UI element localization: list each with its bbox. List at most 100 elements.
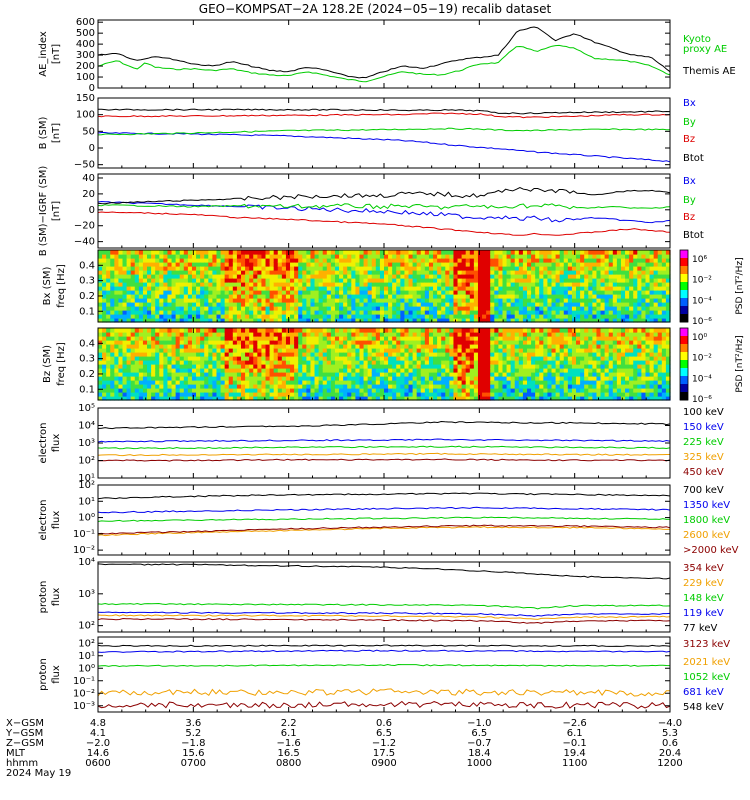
spectrogram-cell <box>253 298 258 303</box>
spectrogram-cell <box>130 336 136 341</box>
spectrogram-cell <box>355 348 361 353</box>
spectrogram-cell <box>641 270 647 275</box>
spectrogram-cell <box>535 318 540 323</box>
spectrogram-cell <box>641 278 647 283</box>
spectrogram-cell <box>314 278 320 283</box>
spectrogram-cell <box>187 396 193 401</box>
spectrogram-cell <box>576 376 581 381</box>
spectrogram-cell <box>363 332 369 337</box>
spectrogram-cell <box>535 266 540 271</box>
spectrogram-cell <box>555 266 561 271</box>
spectrogram-cell <box>588 332 593 337</box>
spectrogram-cell <box>294 344 299 349</box>
spectrogram-cell <box>580 328 585 333</box>
spectrogram-cell <box>253 266 258 271</box>
spectrogram-cell <box>580 360 585 365</box>
spectrogram-cell <box>408 302 414 307</box>
spectrogram-cell <box>531 396 536 401</box>
spectrogram-cell <box>163 250 169 255</box>
spectrogram-cell <box>649 314 655 319</box>
spectrogram-cell <box>343 328 348 333</box>
spectrogram-cell <box>253 328 258 333</box>
spectrogram-cell <box>600 250 606 255</box>
spectrogram-cell <box>514 250 520 255</box>
spectrogram-cell <box>514 262 520 267</box>
spectrogram-cell <box>106 376 111 381</box>
spectrogram-cell <box>596 364 602 369</box>
spectrogram-cell <box>171 310 177 315</box>
spectrogram-cell <box>232 298 238 303</box>
spectrogram-cell <box>208 302 213 307</box>
spectrogram-cell <box>102 306 107 311</box>
spectrogram-cell <box>261 254 267 259</box>
spectrogram-cell <box>110 364 115 369</box>
spectrogram-cell <box>232 388 238 393</box>
spectrogram-cell <box>98 380 103 385</box>
spectrogram-cell <box>191 364 197 369</box>
spectrogram-cell <box>277 396 283 401</box>
spectrogram-cell <box>551 348 557 353</box>
legend-label: Bz <box>683 134 695 145</box>
spectrogram-cell <box>142 314 148 319</box>
spectrogram-cell <box>477 278 483 283</box>
spectrogram-cell <box>375 396 381 401</box>
spectrogram-cell <box>142 270 148 275</box>
spectrogram-cell <box>200 356 205 361</box>
spectrogram-cell <box>347 368 352 373</box>
spectrogram-cell <box>281 294 287 299</box>
spectrogram-cell <box>388 388 393 393</box>
spectrogram-cell <box>102 344 107 349</box>
spectrogram-cell <box>600 360 606 365</box>
spectrogram-cell <box>191 332 197 337</box>
spectrogram-cell <box>437 298 442 303</box>
spectrogram-cell <box>453 278 459 283</box>
spectrogram-cell <box>249 294 254 299</box>
spectrogram-cell <box>147 310 152 315</box>
spectrogram-cell <box>277 290 283 295</box>
spectrogram-cell <box>457 298 463 303</box>
spectrogram-cell <box>567 352 573 357</box>
spectrogram-cell <box>555 294 561 299</box>
spectrogram-cell <box>665 314 671 319</box>
spectrogram-cell <box>559 258 565 263</box>
spectrogram-cell <box>371 286 377 291</box>
spectrogram-cell <box>375 364 381 369</box>
spectrogram-cell <box>261 396 267 401</box>
spectrogram-cell <box>559 302 565 307</box>
spectrogram-cell <box>359 368 365 373</box>
spectrogram-cell <box>396 348 401 353</box>
spectrogram-cell <box>604 306 610 311</box>
spectrogram-cell <box>302 278 307 283</box>
spectrogram-cell <box>200 380 205 385</box>
spectrogram-cell <box>518 328 524 333</box>
spectrogram-cell <box>604 396 610 401</box>
spectrogram-cell <box>584 290 589 295</box>
spectrogram-cell <box>367 274 373 279</box>
spectrogram-cell <box>126 364 132 369</box>
series-line-black <box>97 186 671 205</box>
spectrogram-cell <box>142 282 148 287</box>
spectrogram-cell <box>126 396 132 401</box>
spectrogram-cell <box>457 250 463 255</box>
spectrogram-cell <box>310 352 316 357</box>
spectrogram-cell <box>375 254 381 259</box>
spectrogram-cell <box>167 282 173 287</box>
spectrogram-cell <box>449 348 455 353</box>
spectrogram-cell <box>490 388 495 393</box>
spectrogram-cell <box>257 360 263 365</box>
spectrogram-cell <box>510 294 516 299</box>
spectrogram-cell <box>245 376 250 381</box>
spectrogram-cell <box>269 388 275 393</box>
spectrogram-cell <box>224 262 230 267</box>
spectrogram-cell <box>510 250 516 255</box>
spectrogram-cell <box>249 266 254 271</box>
spectrogram-cell <box>179 396 185 401</box>
spectrogram-cell <box>298 266 303 271</box>
spectrogram-cell <box>461 396 467 401</box>
spectrogram-cell <box>567 298 573 303</box>
spectrogram-cell <box>200 306 205 311</box>
spectrogram-cell <box>584 278 589 283</box>
spectrogram-cell <box>232 254 238 259</box>
spectrogram-cell <box>208 392 213 397</box>
spectrogram-cell <box>559 294 565 299</box>
